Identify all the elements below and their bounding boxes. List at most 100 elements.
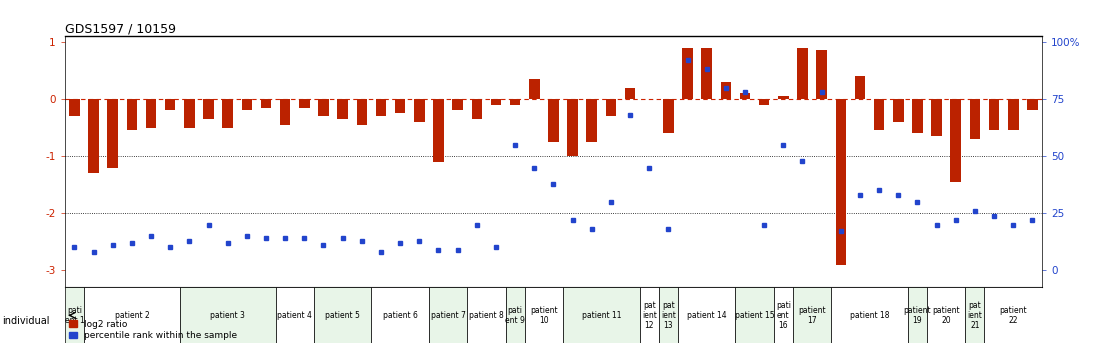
Bar: [472, 99, 482, 119]
Bar: [950, 99, 961, 182]
Text: pat
ient
21: pat ient 21: [967, 301, 983, 329]
Bar: [874, 99, 884, 130]
Bar: [567, 99, 578, 156]
Text: patient 14: patient 14: [686, 311, 727, 320]
Bar: [606, 99, 616, 116]
Bar: [510, 99, 520, 105]
Bar: [682, 48, 693, 99]
Bar: [241, 99, 253, 110]
Bar: [740, 93, 750, 99]
Bar: [969, 99, 980, 139]
Text: patient 15: patient 15: [735, 311, 775, 320]
Bar: [276, 287, 314, 343]
Bar: [912, 99, 922, 133]
Bar: [180, 287, 276, 343]
Bar: [280, 99, 291, 125]
Bar: [816, 50, 827, 99]
Bar: [65, 287, 84, 343]
Bar: [759, 99, 769, 105]
Bar: [908, 287, 927, 343]
Bar: [300, 99, 310, 108]
Bar: [736, 287, 774, 343]
Text: patient 8: patient 8: [468, 311, 504, 320]
Bar: [529, 79, 540, 99]
Bar: [625, 88, 635, 99]
Bar: [203, 99, 214, 119]
Bar: [145, 99, 157, 128]
Bar: [314, 287, 371, 343]
Text: pati
ent
16: pati ent 16: [776, 301, 790, 329]
Text: patient 2: patient 2: [114, 311, 150, 320]
Text: patient
10: patient 10: [530, 306, 558, 325]
Bar: [548, 99, 559, 142]
Bar: [524, 287, 563, 343]
Bar: [563, 287, 639, 343]
Bar: [854, 76, 865, 99]
Bar: [988, 99, 999, 130]
Bar: [429, 287, 467, 343]
Bar: [835, 99, 846, 265]
Bar: [985, 287, 1042, 343]
Bar: [639, 287, 659, 343]
Bar: [165, 99, 176, 110]
Bar: [371, 287, 429, 343]
Bar: [678, 287, 736, 343]
Bar: [491, 99, 501, 105]
Text: patient
19: patient 19: [903, 306, 931, 325]
Bar: [395, 99, 406, 113]
Legend: log2 ratio, percentile rank within the sample: log2 ratio, percentile rank within the s…: [69, 320, 237, 341]
Bar: [505, 287, 524, 343]
Bar: [414, 99, 425, 122]
Text: patient
17: patient 17: [798, 306, 826, 325]
Bar: [1008, 99, 1018, 130]
Bar: [893, 99, 903, 122]
Text: pat
ient
12: pat ient 12: [642, 301, 656, 329]
Text: patient 7: patient 7: [430, 311, 465, 320]
Bar: [701, 48, 712, 99]
Bar: [376, 99, 386, 116]
Bar: [84, 287, 180, 343]
Bar: [453, 99, 463, 110]
Bar: [831, 287, 908, 343]
Text: patient 11: patient 11: [581, 311, 622, 320]
Bar: [1103, 99, 1115, 162]
Bar: [433, 99, 444, 162]
Bar: [931, 99, 941, 136]
Bar: [260, 99, 272, 108]
Bar: [1065, 99, 1076, 128]
Bar: [338, 99, 348, 119]
Bar: [778, 96, 788, 99]
Bar: [319, 99, 329, 116]
Text: pat
ient
13: pat ient 13: [661, 301, 675, 329]
Text: patient
20: patient 20: [932, 306, 960, 325]
Text: patient
22: patient 22: [999, 306, 1027, 325]
Bar: [965, 287, 985, 343]
Text: patient 3: patient 3: [210, 311, 245, 320]
Bar: [357, 99, 367, 125]
Bar: [587, 99, 597, 142]
Bar: [797, 48, 807, 99]
Bar: [69, 99, 79, 116]
Bar: [774, 287, 793, 343]
Text: GDS1597 / 10159: GDS1597 / 10159: [65, 22, 176, 35]
Bar: [1046, 99, 1057, 136]
Bar: [927, 287, 965, 343]
Bar: [467, 287, 505, 343]
Bar: [659, 287, 678, 343]
Text: patient 6: patient 6: [382, 311, 417, 320]
Text: patient 18: patient 18: [850, 311, 889, 320]
Bar: [721, 82, 731, 99]
Bar: [184, 99, 195, 128]
Text: patient 5: patient 5: [325, 311, 360, 320]
Text: individual: individual: [2, 316, 49, 326]
Bar: [107, 99, 119, 168]
Bar: [126, 99, 138, 130]
Bar: [222, 99, 233, 128]
Text: pati
ent 1: pati ent 1: [65, 306, 84, 325]
Bar: [1027, 99, 1038, 110]
Bar: [88, 99, 98, 173]
Bar: [793, 287, 831, 343]
Bar: [1084, 99, 1096, 110]
Text: patient 4: patient 4: [277, 311, 312, 320]
Text: pati
ent 9: pati ent 9: [505, 306, 525, 325]
